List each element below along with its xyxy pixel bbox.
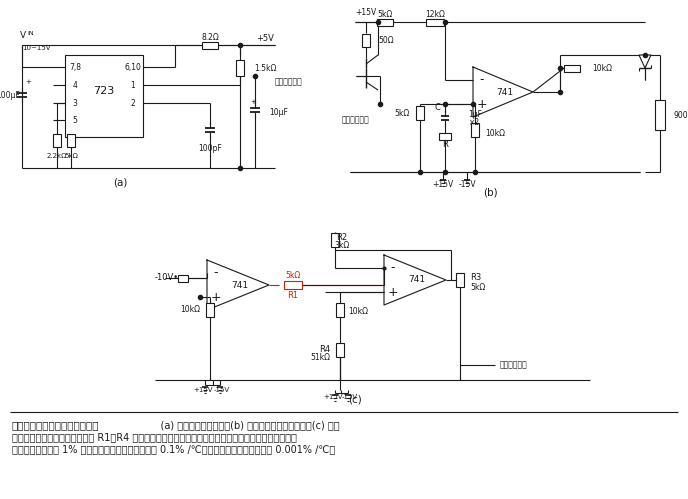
Text: 3kΩ: 3kΩ [334,241,350,250]
Text: IN: IN [27,30,34,35]
Bar [53,134,61,147]
Bar [416,106,424,120]
Text: 12kΩ: 12kΩ [425,9,445,18]
Bar [377,19,393,26]
Text: 5: 5 [72,115,78,124]
Text: +: + [250,99,256,105]
Text: 10kΩ: 10kΩ [348,307,368,316]
Text: 723: 723 [94,86,115,96]
Bar [471,123,479,137]
Text: 接压力传感器: 接压力传感器 [275,77,303,86]
Text: +: + [387,286,398,299]
Text: 7,8: 7,8 [69,62,81,71]
Text: R3: R3 [470,273,481,282]
Text: 2: 2 [131,98,136,107]
Text: 3: 3 [72,98,78,107]
Bar [564,65,580,72]
Text: +15V: +15V [356,7,376,16]
Text: 5kΩ: 5kΩ [470,282,485,291]
Text: 2.2kΩ: 2.2kΩ [47,153,67,159]
Text: V: V [20,30,26,39]
Text: 接压力传感器: 接压力传感器 [500,360,528,369]
Bar [284,281,302,289]
Text: +: + [25,79,31,85]
Bar [202,42,218,49]
Bar [236,60,244,76]
Bar [336,303,344,317]
Bar [439,133,451,140]
Text: +: + [477,98,487,111]
Bar [456,273,464,287]
Text: 51kΩ: 51kΩ [310,353,330,362]
Text: 5kΩ: 5kΩ [286,271,301,280]
Text: 5kΩ: 5kΩ [395,108,410,117]
Text: -: - [214,266,218,279]
Text: R: R [442,140,448,149]
Text: (b): (b) [483,187,497,197]
Bar [426,19,444,26]
Text: 5kΩ: 5kΩ [64,153,78,159]
Bar [362,34,370,47]
Text: ×2: ×2 [469,117,480,127]
Text: 6,10: 6,10 [125,62,142,71]
Text: 100pF: 100pF [198,144,222,153]
Text: +15V: +15V [323,394,343,400]
Text: C: C [434,102,440,111]
Text: (c): (c) [348,395,362,405]
Bar [336,343,344,357]
Text: 1μF: 1μF [468,109,482,118]
Text: 10~15V: 10~15V [22,45,50,51]
Text: +15V: +15V [432,180,453,189]
Text: R1: R1 [288,290,299,299]
Text: 10kΩ: 10kΩ [180,305,200,314]
Text: -: - [480,73,484,86]
Bar [67,134,75,147]
Text: 741: 741 [497,87,513,96]
Text: -: - [391,261,395,274]
Text: 电流型激励电源，电流稳定度由 R1～R4 决定。采用温度系数小的电阻。激励电源温度稳定度的设计为传: 电流型激励电源，电流稳定度由 R1～R4 决定。采用温度系数小的电阻。激励电源温… [12,432,297,442]
Bar [206,303,214,317]
Text: -15V: -15V [458,180,476,189]
Text: 4: 4 [72,80,78,89]
Text: 741: 741 [409,275,426,284]
Text: +15V: +15V [193,387,213,393]
Polygon shape [639,55,651,68]
Text: 5kΩ: 5kΩ [378,9,393,18]
Text: 8.2Ω: 8.2Ω [201,32,219,41]
Text: 900Ω: 900Ω [673,110,688,119]
Text: 10μF: 10μF [269,107,288,116]
Text: -15V: -15V [214,387,230,393]
Text: (a) 图为一般激励电源。(b) 图为高稳定度激励电源。(c) 图是: (a) 图为一般激励电源。(b) 图为高稳定度激励电源。(c) 图是 [148,420,340,430]
Text: (a): (a) [113,177,127,187]
Bar [331,233,339,247]
Text: 接压力传感器: 接压力传感器 [342,115,369,124]
Text: +: + [211,291,222,304]
Text: 1: 1 [131,80,136,89]
Bar [655,100,665,130]
Text: R4: R4 [319,345,330,354]
Text: +5V: +5V [256,33,274,42]
Text: -10V•: -10V• [155,273,179,282]
Bar [178,275,188,282]
Text: 50Ω: 50Ω [378,35,394,44]
Text: 感器温度稳定度的 1% 左右。如传感器温度稳定度为 0.1% /℃，则激励电源的稳定度要为 0.001% /℃。: 感器温度稳定度的 1% 左右。如传感器温度稳定度为 0.1% /℃，则激励电源的… [12,444,335,454]
Text: R2: R2 [336,233,347,242]
Text: 应变片压力传感器桥用激励电路: 应变片压力传感器桥用激励电路 [12,420,100,430]
Text: 10kΩ: 10kΩ [592,63,612,72]
Text: 100μF: 100μF [0,90,20,99]
Text: 1.5kΩ: 1.5kΩ [254,63,277,72]
Text: 741: 741 [231,280,248,289]
Bar [65,55,143,137]
Text: 10kΩ: 10kΩ [485,129,505,138]
Text: -15V: -15V [342,394,358,400]
